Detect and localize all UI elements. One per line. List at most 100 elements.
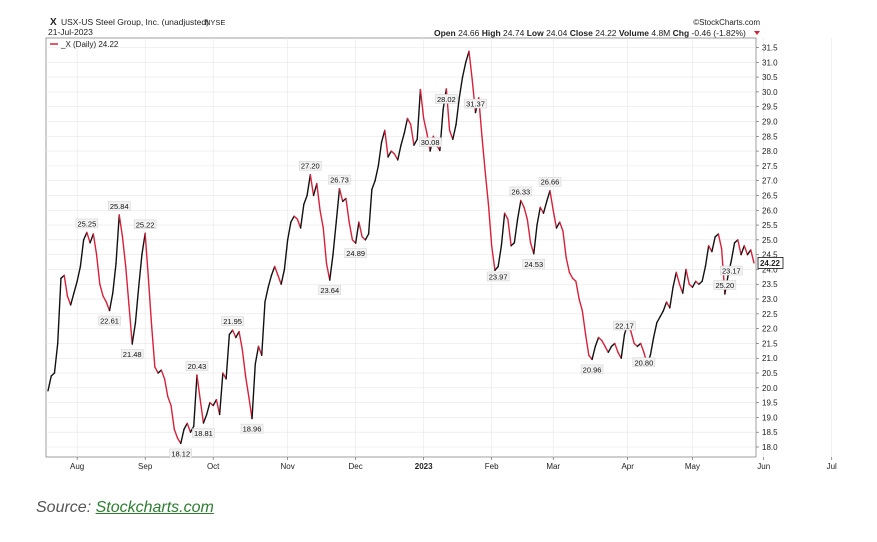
price-segment-down (186, 422, 192, 433)
price-segment-up (510, 242, 516, 247)
y-tick-label: 31.0 (762, 58, 778, 67)
price-segment-down (552, 209, 558, 229)
price-segment-down (147, 277, 153, 327)
x-tick-label: Apr (621, 462, 634, 471)
volume-label: Volume (619, 28, 649, 38)
y-tick-label: 25.5 (762, 221, 778, 230)
x-tick-label: Aug (70, 462, 84, 471)
price-segment-down (717, 233, 723, 250)
price-label-box (632, 357, 656, 368)
price-segment-up (711, 236, 716, 253)
price-segment-down (95, 253, 101, 285)
price-label: 26.73 (330, 176, 349, 185)
price-segment-up (607, 345, 613, 353)
price-segment-up (533, 224, 538, 255)
price-segment-down (633, 342, 639, 348)
price-label: 28.02 (437, 95, 456, 104)
price-label-box (418, 137, 442, 147)
price-segment-down (348, 221, 354, 241)
y-tick-label: 19.5 (762, 399, 778, 408)
source-link[interactable]: Stockcharts.com (95, 499, 214, 516)
close-label: Close (570, 28, 593, 38)
price-label: 24.53 (524, 260, 543, 269)
price-segment-down (481, 135, 486, 173)
price-segment-up (516, 199, 522, 220)
price-segment-down (604, 345, 609, 353)
last-price-label: 24.22 (760, 259, 781, 268)
price-segment-up (202, 413, 208, 424)
price-segment-up (465, 50, 470, 63)
price-segment-down (639, 342, 645, 353)
open-label: Open (434, 28, 456, 38)
price-segment-down (215, 398, 221, 416)
price-segment-down (558, 221, 564, 232)
price-segment-up (397, 144, 402, 161)
price-segment-up (403, 117, 409, 135)
price-segment-up (290, 215, 295, 223)
price-segment-up (112, 262, 117, 294)
price-chart-svg: X USX-US Steel Group, Inc. (unadjusted) … (45, 17, 837, 471)
price-segment-down (316, 182, 321, 211)
price-segment-up (458, 76, 464, 99)
price-segment-down (675, 271, 681, 285)
price-segment-down (490, 245, 496, 272)
price-label-box (328, 174, 351, 185)
y-tick-label: 28.0 (762, 147, 778, 156)
price-segment-up (542, 200, 548, 214)
price-series (47, 50, 755, 445)
price-segment-down (529, 242, 535, 255)
price-segment-down (238, 330, 244, 351)
y-tick-label: 29.0 (762, 117, 778, 126)
x-tick-label: Mar (546, 462, 560, 471)
price-segment-up (183, 422, 188, 430)
price-segment-up (312, 182, 318, 197)
price-segment-up (53, 342, 59, 374)
price-segment-up (500, 212, 506, 247)
y-tick-label: 18.5 (762, 428, 778, 437)
price-segment-down (325, 262, 331, 281)
price-segment-up (306, 174, 312, 197)
price-label: 23.64 (320, 286, 339, 295)
close-value: 24.22 (595, 28, 617, 38)
price-label-box (538, 176, 562, 187)
price-label: 20.96 (583, 365, 602, 374)
y-tick-label: 28.5 (762, 132, 778, 141)
price-segment-down (248, 395, 253, 420)
price-segment-up (69, 292, 75, 306)
high-label: High (482, 28, 501, 38)
price-segment-down (614, 342, 619, 353)
price-segment-down (176, 437, 182, 445)
price-segment-down (549, 190, 554, 211)
price-segment-down (406, 117, 412, 126)
price-segment-up (371, 179, 376, 191)
price-segment-up (303, 194, 308, 206)
price-segment-down (393, 153, 399, 161)
price-segment-up (47, 375, 52, 392)
price-segment-down (419, 88, 425, 120)
price-label: 25.20 (715, 281, 734, 290)
price-segment-up (261, 301, 266, 356)
y-tick-label: 19.0 (762, 413, 778, 422)
price-label-box (107, 201, 131, 211)
price-segment-up (620, 333, 626, 359)
price-label: 30.08 (421, 138, 440, 147)
price-segment-down (539, 206, 545, 214)
y-tick-label: 27.5 (762, 162, 778, 171)
price-segment-up (137, 253, 143, 288)
price-segment-up (746, 249, 752, 256)
price-segment-up (141, 232, 146, 256)
price-segment-down (102, 295, 107, 303)
y-tick-label: 24.5 (762, 251, 778, 260)
price-segment-up (228, 329, 234, 336)
price-segment-down (584, 333, 590, 356)
price-segment-down (737, 239, 742, 256)
price-segment-up (513, 218, 519, 244)
price-segment-up (669, 286, 674, 309)
y-tick-label: 31.5 (762, 44, 778, 53)
y-tick-label: 21.5 (762, 339, 778, 348)
chart-date: 21-Jul-2023 (48, 27, 93, 37)
price-segment-down (384, 129, 389, 158)
price-segment-down (66, 295, 72, 306)
price-segment-down (150, 324, 156, 368)
y-tick-label: 18.0 (762, 443, 778, 452)
